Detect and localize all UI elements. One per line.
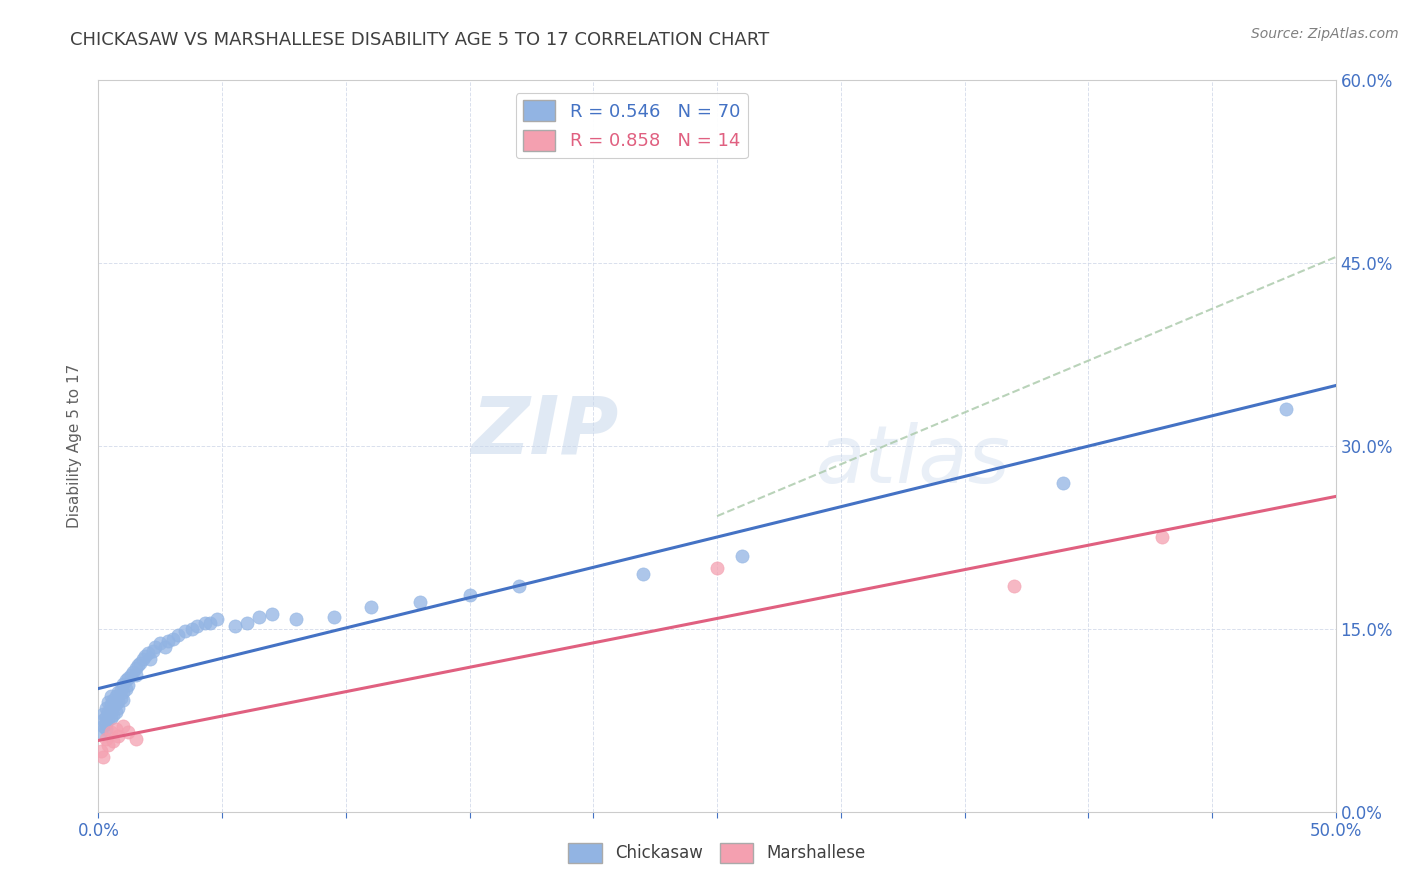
Point	[224, 619, 246, 633]
Point	[103, 699, 125, 714]
Point	[93, 714, 115, 728]
Point	[100, 689, 122, 703]
Point	[120, 668, 142, 682]
Point	[122, 665, 145, 679]
Point	[112, 676, 135, 690]
Point	[194, 615, 217, 630]
Point	[104, 689, 127, 703]
Point	[93, 749, 115, 764]
Point	[360, 599, 382, 614]
Point	[149, 636, 172, 650]
Point	[114, 681, 136, 696]
Point	[156, 634, 179, 648]
Point	[1152, 530, 1174, 544]
Point	[155, 640, 177, 655]
Point	[129, 656, 152, 670]
Point	[117, 725, 139, 739]
Point	[90, 725, 112, 739]
Point	[124, 668, 146, 682]
Text: CHICKASAW VS MARSHALLESE DISABILITY AGE 5 TO 17 CORRELATION CHART: CHICKASAW VS MARSHALLESE DISABILITY AGE …	[70, 31, 769, 49]
Point	[107, 701, 129, 715]
Point	[132, 652, 155, 666]
Point	[127, 658, 149, 673]
Point	[706, 561, 728, 575]
Point	[247, 609, 270, 624]
Point	[103, 708, 125, 723]
Text: atlas: atlas	[815, 422, 1011, 500]
Point	[285, 612, 308, 626]
Point	[103, 692, 125, 706]
Point	[198, 615, 221, 630]
Point	[409, 595, 432, 609]
Point	[142, 644, 165, 658]
Point	[117, 678, 139, 692]
Point	[166, 628, 188, 642]
Point	[94, 731, 117, 746]
Point	[139, 652, 162, 666]
Point	[631, 567, 654, 582]
Point	[181, 622, 204, 636]
Point	[97, 695, 120, 709]
Point	[186, 619, 208, 633]
Point	[260, 607, 283, 622]
Text: ZIP: ZIP	[471, 392, 619, 470]
Point	[205, 612, 228, 626]
Point	[97, 705, 120, 719]
Point	[104, 698, 127, 712]
Point	[112, 685, 135, 699]
Text: Source: ZipAtlas.com: Source: ZipAtlas.com	[1251, 27, 1399, 41]
Point	[508, 579, 530, 593]
Point	[112, 719, 135, 733]
Point	[100, 698, 122, 712]
Point	[94, 717, 117, 731]
Point	[103, 734, 125, 748]
Point	[93, 719, 115, 733]
Point	[1002, 579, 1025, 593]
Point	[94, 722, 117, 736]
Legend: Chickasaw, Marshallese: Chickasaw, Marshallese	[562, 837, 872, 869]
Point	[162, 632, 184, 646]
Point	[104, 722, 127, 736]
Y-axis label: Disability Age 5 to 17: Disability Age 5 to 17	[67, 364, 83, 528]
Point	[322, 609, 344, 624]
Point	[174, 624, 197, 639]
Point	[97, 712, 120, 726]
Point	[124, 661, 146, 675]
Point	[110, 682, 132, 697]
Point	[100, 725, 122, 739]
Point	[136, 646, 159, 660]
Point	[458, 588, 481, 602]
Point	[134, 648, 156, 663]
Point	[117, 671, 139, 685]
Point	[104, 705, 127, 719]
Point	[1052, 475, 1074, 490]
Point	[236, 615, 259, 630]
Point	[1275, 402, 1298, 417]
Point	[143, 640, 166, 655]
Point	[97, 738, 120, 752]
Point	[107, 694, 129, 708]
Point	[94, 709, 117, 723]
Point	[107, 729, 129, 743]
Point	[112, 692, 135, 706]
Point	[107, 685, 129, 699]
Point	[94, 701, 117, 715]
Point	[124, 731, 146, 746]
Point	[110, 691, 132, 706]
Point	[731, 549, 754, 563]
Point	[100, 711, 122, 725]
Point	[90, 744, 112, 758]
Point	[93, 707, 115, 722]
Point	[114, 673, 136, 687]
Point	[100, 704, 122, 718]
